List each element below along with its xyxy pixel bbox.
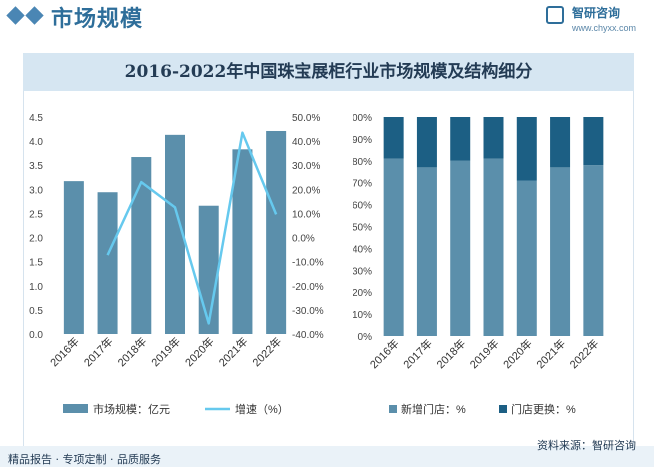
y-tick-label: 50% xyxy=(353,223,372,234)
bar-new-stores xyxy=(383,158,404,336)
bar-store-replacement xyxy=(483,117,504,159)
bar-market-size xyxy=(97,192,118,334)
y-tick-label: 0% xyxy=(358,332,373,343)
x-tick-label: 2022年 xyxy=(249,334,284,369)
y-tick-label: 40% xyxy=(353,244,372,255)
chart-title: 2016-2022年中国珠宝展柜行业市场规模及结构细分 xyxy=(124,62,533,82)
legend-swatch-new-stores xyxy=(389,405,397,413)
bar-store-replacement xyxy=(416,117,437,168)
bar-store-replacement xyxy=(516,117,537,181)
x-tick-label: 2018年 xyxy=(114,334,149,369)
bar-store-replacement xyxy=(383,117,404,159)
footer-slogan: 精品报告 · 专项定制 · 品质服务 xyxy=(8,453,161,466)
bar-market-size xyxy=(131,157,152,334)
y-tick-label: 60% xyxy=(353,201,372,212)
brand: 智研咨询 www.chyxx.com xyxy=(545,4,636,33)
bar-new-stores xyxy=(450,160,471,336)
y2-tick-label: -40.0% xyxy=(292,330,324,341)
bar-new-stores xyxy=(516,180,537,336)
bar-market-size xyxy=(63,181,84,334)
y2-tick-label: 40.0% xyxy=(292,137,320,148)
y-tick-label: 2.5 xyxy=(29,209,43,220)
bar-store-replacement xyxy=(550,117,571,168)
x-tick-label: 2021年 xyxy=(533,336,568,371)
bar-market-size xyxy=(165,134,185,334)
growth-line xyxy=(106,131,278,325)
bar-market-size xyxy=(232,149,253,334)
x-tick-label: 2019年 xyxy=(148,334,183,369)
x-tick-label: 2022年 xyxy=(566,336,601,371)
y2-tick-label: 30.0% xyxy=(292,161,320,172)
y-tick-label: 20% xyxy=(353,288,372,299)
footer-band xyxy=(0,446,654,467)
y-tick-label: 2.0 xyxy=(29,234,43,245)
x-tick-label: 2017年 xyxy=(81,334,116,369)
header-diamond-icon xyxy=(25,6,44,25)
brand-logo-icon xyxy=(545,6,564,24)
x-tick-label: 2021年 xyxy=(216,334,251,369)
y-tick-label: 4.0 xyxy=(29,137,43,148)
y-tick-label: 1.0 xyxy=(29,282,43,293)
x-tick-label: 2020年 xyxy=(500,336,535,371)
y2-tick-label: 20.0% xyxy=(292,185,320,196)
y-tick-label: 30% xyxy=(353,266,372,277)
y-tick-label: 70% xyxy=(353,179,372,190)
y-tick-label: 0.0 xyxy=(29,330,43,341)
y2-tick-label: 10.0% xyxy=(292,209,320,220)
y2-tick-label: 0.0% xyxy=(292,234,315,245)
y-tick-label: 3.0 xyxy=(29,185,43,196)
y2-tick-label: -10.0% xyxy=(292,258,324,269)
brand-name: 智研咨询 xyxy=(571,6,620,20)
y-tick-label: 1.5 xyxy=(29,258,43,269)
y-tick-label: 0.5 xyxy=(29,306,43,317)
y2-tick-label: 50.0% xyxy=(292,113,320,124)
bar-new-stores xyxy=(583,165,604,336)
bar-market-size xyxy=(266,130,287,334)
legend-label-market-size: 市场规模：亿元 xyxy=(93,402,170,416)
y2-tick-label: -20.0% xyxy=(292,282,324,293)
bar-new-stores xyxy=(416,167,437,336)
bar-market-size xyxy=(198,205,219,334)
bar-store-replacement xyxy=(583,117,604,166)
x-tick-label: 2016年 xyxy=(47,334,82,369)
structure-chart: 0%10%20%30%40%50%60%70%80%90%100%2016年20… xyxy=(353,113,604,416)
x-tick-label: 2017年 xyxy=(400,336,435,371)
x-tick-label: 2019年 xyxy=(467,336,502,371)
legend-swatch-store-replacement xyxy=(499,405,507,413)
footer-source: 资料来源：智研咨询 xyxy=(537,439,636,452)
section-title: 市场规模 xyxy=(51,7,144,32)
y-tick-label: 4.5 xyxy=(29,113,43,124)
y-tick-label: 80% xyxy=(353,157,372,168)
bar-new-stores xyxy=(550,167,571,336)
y-tick-label: 10% xyxy=(353,310,372,321)
y2-tick-label: -30.0% xyxy=(292,306,324,317)
x-tick-label: 2020年 xyxy=(182,334,217,369)
legend-label-new-stores: 新增门店：% xyxy=(401,402,466,416)
bar-store-replacement xyxy=(450,117,471,161)
x-tick-label: 2016年 xyxy=(367,336,402,371)
market-size-chart: 0.0 0.5 1.0 1.5 2.0 2.5 3.0 3.5 4.0 4.5 -40.0% -30.… xyxy=(29,113,324,416)
legend-label-growth: 增速（%） xyxy=(235,402,289,416)
legend-swatch-market-size xyxy=(63,404,88,413)
legend-label-store-replacement: 门店更换：% xyxy=(511,402,576,416)
bar-new-stores xyxy=(483,158,504,336)
y-tick-label: 100% xyxy=(353,113,372,124)
page-header: 市场规模 智研咨询 www.chyxx.com xyxy=(0,0,654,44)
brand-url: www.chyxx.com xyxy=(571,23,636,33)
chart-title-band xyxy=(23,53,634,91)
y-tick-label: 3.5 xyxy=(29,161,43,172)
x-tick-label: 2018年 xyxy=(433,336,468,371)
y-tick-label: 90% xyxy=(353,135,372,146)
header-diamond-icon xyxy=(6,6,25,25)
